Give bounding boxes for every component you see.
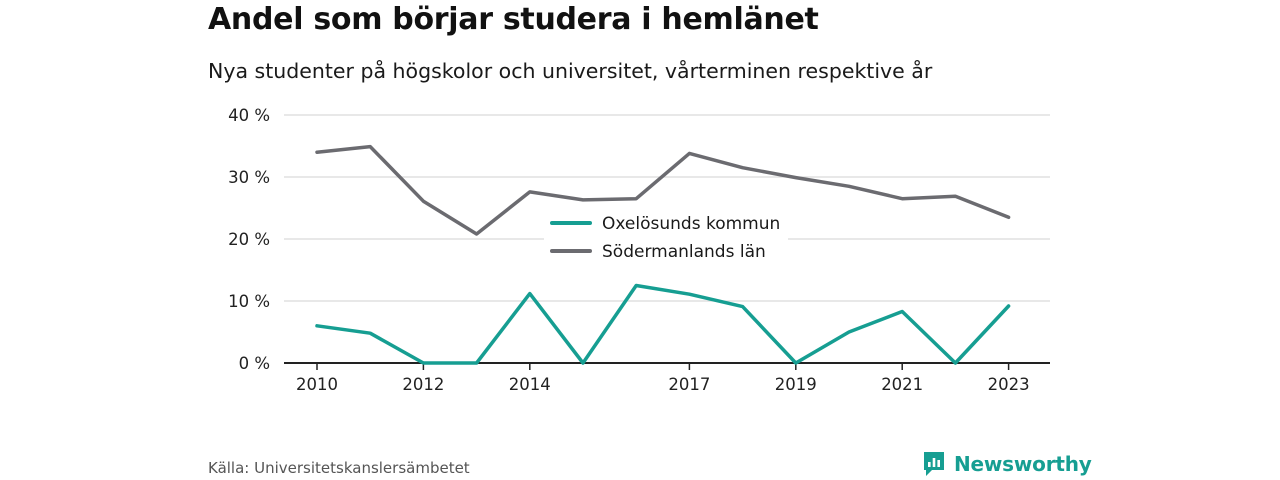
series-line	[315, 144, 1011, 236]
legend-background	[544, 208, 788, 266]
x-tick-label: 2010	[296, 375, 338, 394]
brand-name: Newsworthy	[954, 452, 1092, 476]
y-tick-label: 40 %	[228, 106, 270, 125]
y-axis-ticks: 0 % 10 % 20 % 30 % 40 %	[228, 106, 270, 373]
x-tick-label: 2017	[668, 375, 710, 394]
y-tick-label: 10 %	[228, 292, 270, 311]
brand-logo: Newsworthy	[922, 450, 1092, 478]
x-tick-label: 2021	[881, 375, 923, 394]
newsworthy-logo-icon	[924, 452, 944, 476]
series-line	[315, 283, 1011, 365]
y-tick-label: 0 %	[239, 354, 270, 373]
legend: Oxelösunds kommun Södermanlands län	[544, 208, 788, 266]
chart-title: Andel som börjar studera i hemlänet	[208, 2, 819, 37]
series-lines	[315, 144, 1011, 365]
x-axis-ticks: 2010 2012 2014 2017 2019 2021 2023	[296, 363, 1030, 394]
x-tick-label: 2012	[402, 375, 444, 394]
legend-label: Södermanlands län	[602, 242, 766, 262]
y-tick-label: 20 %	[228, 230, 270, 249]
x-tick-label: 2019	[775, 375, 817, 394]
source-note: Källa: Universitetskanslersämbetet	[208, 459, 470, 477]
legend-label: Oxelösunds kommun	[602, 214, 780, 234]
x-tick-label: 2023	[988, 375, 1030, 394]
chart-subtitle: Nya studenter på högskolor och universit…	[208, 59, 933, 83]
grid-lines	[284, 114, 1050, 364]
y-tick-label: 30 %	[228, 168, 270, 187]
x-tick-label: 2014	[509, 375, 551, 394]
